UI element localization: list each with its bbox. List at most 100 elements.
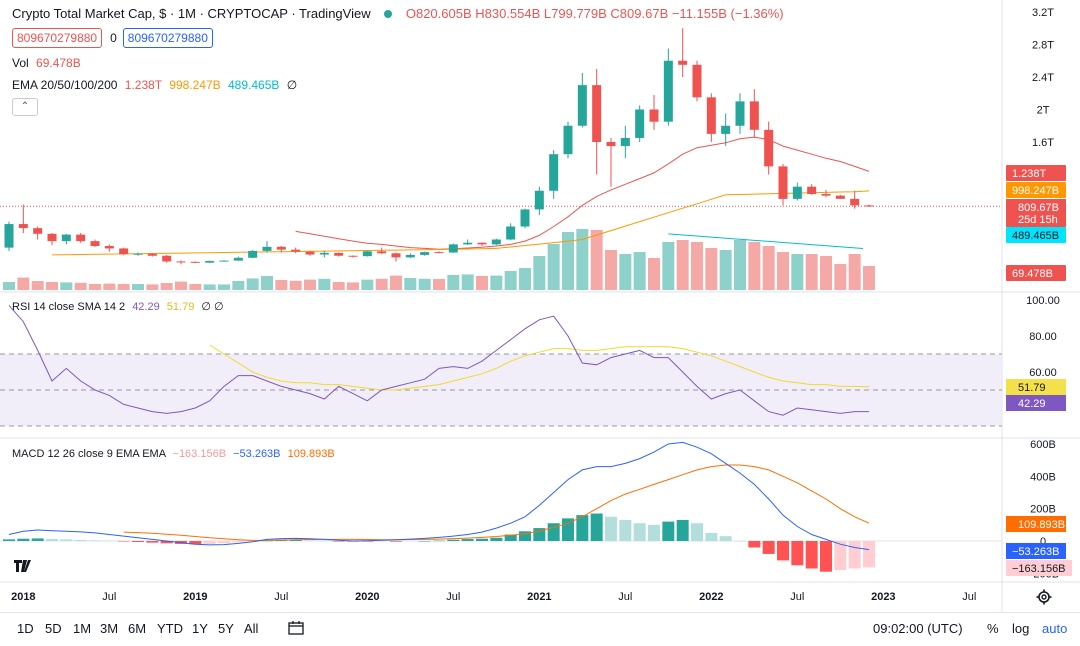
candle-body — [205, 261, 215, 263]
volume-bar — [562, 232, 574, 290]
candle-body — [18, 224, 28, 229]
chevron-up-icon: ⌃ — [20, 101, 30, 112]
volume-bar — [576, 229, 589, 290]
range-5y-button[interactable]: 5Y — [218, 621, 234, 636]
range-1d-button[interactable]: 1D — [17, 621, 34, 636]
candle-body — [147, 253, 157, 256]
macd-histogram-bar — [676, 519, 689, 541]
time-tick-label: Jul — [274, 591, 288, 603]
candle-body — [620, 137, 630, 147]
macd-line — [8, 441, 870, 551]
buy-box[interactable]: 809670279880 — [122, 28, 213, 48]
candle-body — [334, 252, 344, 256]
volume-bar — [246, 278, 259, 290]
volume-tag: 69.478B — [1012, 268, 1053, 280]
volume-bar — [605, 250, 617, 290]
macd-histogram-bar — [662, 521, 675, 541]
candle-body — [104, 246, 114, 249]
macd-tick-label: 600B — [1030, 439, 1056, 451]
range-all-button[interactable]: All — [244, 621, 259, 636]
volume-bar — [863, 266, 875, 290]
time-tick-label: Jul — [446, 591, 460, 603]
macd-histogram-bar — [619, 519, 632, 541]
volume-bar — [762, 246, 775, 290]
range-3m-button[interactable]: 3M — [100, 621, 119, 636]
macd-tick-label: 400B — [1030, 471, 1056, 483]
volume-bar — [318, 278, 331, 290]
macd-line-tag-bg — [1006, 543, 1066, 559]
macd-hist-tag: −163.156B — [1012, 563, 1066, 575]
time-tick-label: 2023 — [871, 591, 895, 603]
macd-hist-value: −163.156B — [172, 448, 227, 460]
volume-bar — [189, 284, 202, 290]
macd-histogram-bar — [304, 540, 316, 541]
volume-bar — [46, 282, 58, 290]
price-tick-label: 3.2T — [1032, 7, 1054, 19]
macd-legend[interactable]: MACD 12 26 close 9 EMA EMA −163.156B −53… — [12, 448, 335, 460]
volume-bar — [289, 280, 302, 290]
macd-histogram-bar — [332, 541, 345, 542]
ema-legend[interactable]: EMA 20/50/100/200 1.238T 998.247B 489.46… — [12, 78, 297, 92]
percent-scale-button[interactable]: % — [987, 621, 999, 636]
macd-histogram-bar — [60, 539, 73, 541]
volume-bar — [203, 284, 216, 290]
vol-legend[interactable]: Vol 69.478B — [12, 56, 81, 70]
last-price-tag-bg — [1006, 199, 1066, 227]
candle-body — [592, 85, 602, 142]
volume-bar — [691, 242, 703, 290]
macd-histogram-bar — [17, 538, 30, 541]
macd-histogram-bar — [103, 540, 116, 542]
macd-histogram-bar — [218, 541, 230, 544]
ema-20-line — [295, 136, 870, 250]
candle-body — [692, 64, 702, 98]
macd-histogram-bar — [132, 541, 144, 542]
macd-histogram-bar — [318, 540, 331, 542]
rsi-tag-bg — [1006, 395, 1066, 411]
macd-histogram-bar — [777, 541, 789, 561]
collapse-legend-button[interactable]: ⌃ — [12, 98, 38, 116]
ema-50-price-tag: 998.247B — [1012, 185, 1059, 197]
goto-date-icon[interactable] — [288, 621, 304, 638]
range-ytd-button[interactable]: YTD — [157, 621, 183, 636]
macd-histogram-bar — [46, 539, 58, 541]
volume-bar — [304, 279, 316, 290]
ema-100-line — [668, 233, 864, 249]
time-tick-label: Jul — [102, 591, 116, 603]
macd-signal-tag: 109.893B — [1018, 519, 1065, 531]
candle-body — [649, 109, 659, 122]
ema-50-line — [51, 190, 870, 256]
volume-bar — [390, 275, 402, 290]
time-tick-label: 2020 — [355, 591, 379, 603]
price-tick-label: 1.6T — [1032, 137, 1054, 149]
candle-body — [133, 253, 143, 255]
macd-hist-tag-bg — [1006, 560, 1072, 576]
volume-bar — [476, 276, 488, 290]
clock-timezone[interactable]: 09:02:00 (UTC) — [873, 621, 963, 636]
candle-body — [248, 250, 258, 258]
auto-scale-button[interactable]: auto — [1042, 621, 1068, 636]
log-scale-button[interactable]: log — [1012, 621, 1030, 636]
volume-tag-bg — [1006, 265, 1066, 281]
candle-body — [706, 97, 716, 134]
range-1y-button[interactable]: 1Y — [192, 621, 208, 636]
range-5d-button[interactable]: 5D — [45, 621, 62, 636]
volume-bar — [89, 284, 101, 290]
range-6m-button[interactable]: 6M — [128, 621, 147, 636]
candle-body — [219, 260, 229, 262]
candle-body — [792, 186, 802, 199]
sell-box[interactable]: 809670279880 — [12, 28, 103, 48]
volume-bar — [719, 250, 732, 290]
gear-icon[interactable] — [1036, 589, 1052, 605]
macd-histogram-bar — [576, 515, 589, 541]
rsi-legend[interactable]: RSI 14 close SMA 14 2 42.29 51.79 ∅ ∅ — [12, 300, 224, 313]
tradingview-logo-icon[interactable] — [8, 554, 40, 578]
time-tick-label: Jul — [790, 591, 804, 603]
macd-histogram-bar — [805, 541, 818, 569]
volume-bar — [347, 282, 359, 290]
bottom-toolbar: 1D 5D 1M 3M 6M YTD 1Y 5Y All 09:02:00 (U… — [0, 612, 1080, 646]
candle-body — [778, 166, 788, 199]
candle-body — [735, 101, 745, 126]
range-1m-button[interactable]: 1M — [73, 621, 92, 636]
candle-body — [262, 246, 272, 251]
